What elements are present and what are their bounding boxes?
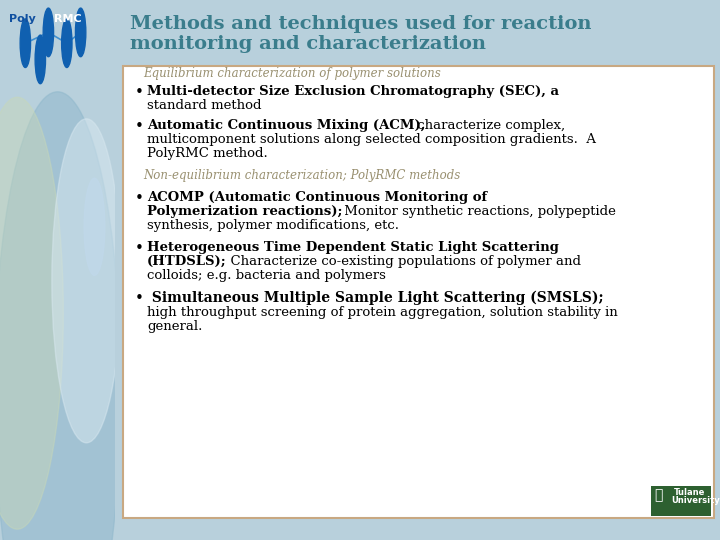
Text: Polymerization reactions);: Polymerization reactions); [148,205,343,218]
Text: Automatic Continuous Mixing (ACM),: Automatic Continuous Mixing (ACM), [148,119,426,132]
Circle shape [43,8,53,57]
Text: Tulane: Tulane [674,488,706,497]
Circle shape [76,8,86,57]
Text: RMC: RMC [54,14,82,24]
Circle shape [62,19,72,68]
Text: multicomponent solutions along selected composition gradients.  A: multicomponent solutions along selected … [148,133,596,146]
Text: high throughput screening of protein aggregation, solution stability in: high throughput screening of protein agg… [148,306,618,319]
Circle shape [52,119,121,443]
Circle shape [0,92,121,540]
Text: ⛨: ⛨ [654,488,662,502]
Text: characterize complex,: characterize complex, [413,119,564,132]
Text: Characterize co-existing populations of polymer and: Characterize co-existing populations of … [222,255,581,268]
Bar [123,66,714,518]
Text: •: • [135,241,144,256]
Text: Simultaneous Multiple Sample Light Scattering (SMSLS);: Simultaneous Multiple Sample Light Scatt… [148,291,604,306]
Text: •: • [135,85,144,100]
Text: standard method: standard method [148,99,262,112]
Text: University: University [671,496,720,505]
Text: synthesis, polymer modifications, etc.: synthesis, polymer modifications, etc. [148,219,400,232]
Text: Methods and techniques used for reaction: Methods and techniques used for reaction [130,15,592,33]
Text: Non-equilibrium characterization; PolyRMC methods: Non-equilibrium characterization; PolyRM… [143,169,461,182]
Text: (HTDSLS);: (HTDSLS); [148,255,227,268]
Text: Monitor synthetic reactions, polypeptide: Monitor synthetic reactions, polypeptide [341,205,616,218]
Text: •: • [135,119,144,134]
Text: Multi-detector Size Exclusion Chromatography (SEC), a: Multi-detector Size Exclusion Chromatogr… [148,85,559,98]
Text: general.: general. [148,320,202,333]
Circle shape [20,19,30,68]
Text: monitoring and characterization: monitoring and characterization [130,35,486,53]
Bar [651,486,711,516]
Circle shape [0,97,63,529]
Text: Poly: Poly [9,14,36,24]
Text: Heterogeneous Time Dependent Static Light Scattering: Heterogeneous Time Dependent Static Ligh… [148,241,559,254]
Circle shape [35,35,45,84]
Text: ACOMP (Automatic Continuous Monitoring of: ACOMP (Automatic Continuous Monitoring o… [148,191,487,204]
Text: Equilibrium characterization of polymer solutions: Equilibrium characterization of polymer … [143,67,441,80]
Text: colloids; e.g. bacteria and polymers: colloids; e.g. bacteria and polymers [148,269,386,282]
Text: •: • [135,191,144,206]
Text: PolyRMC method.: PolyRMC method. [148,147,268,160]
Text: •: • [135,291,144,306]
Circle shape [84,178,105,275]
